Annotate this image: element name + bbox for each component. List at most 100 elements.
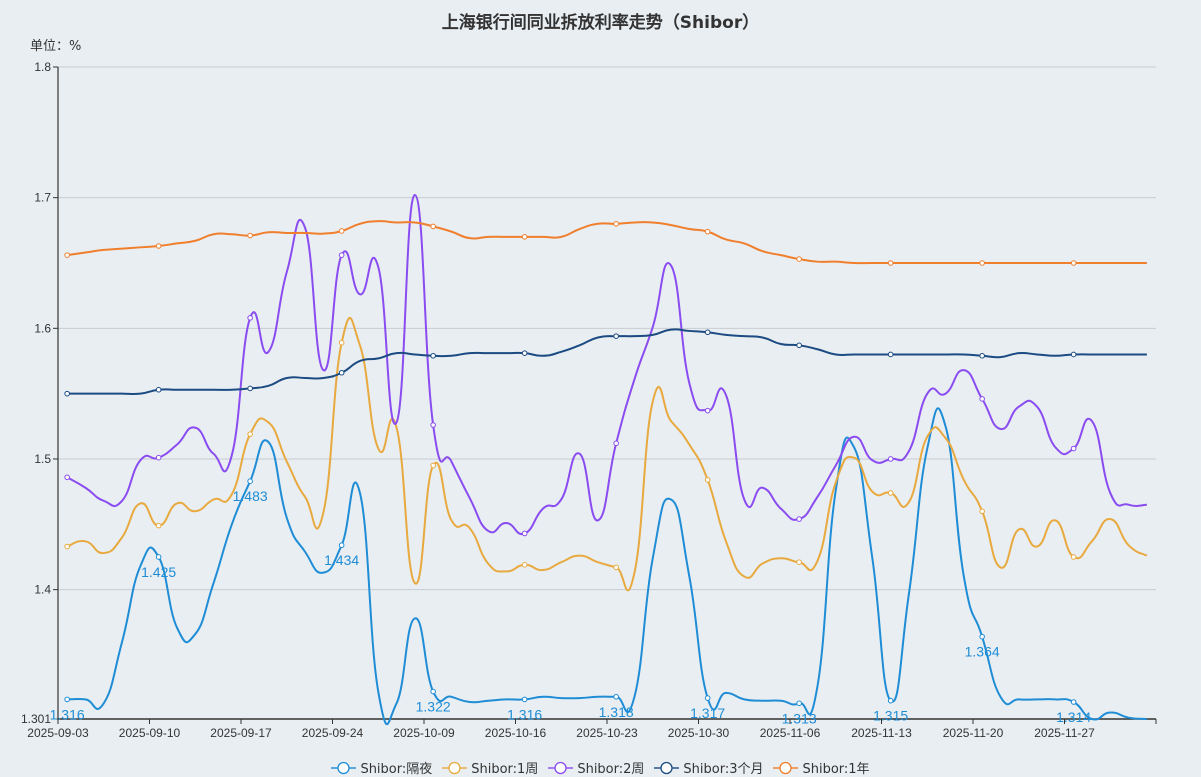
series-line xyxy=(67,407,1147,726)
data-point-marker xyxy=(247,431,253,437)
legend-line-circle-icon xyxy=(331,761,357,774)
data-label: 1.364 xyxy=(965,644,1000,660)
data-point-marker xyxy=(613,693,619,700)
x-tick-label: 2025-11-13 xyxy=(851,726,912,740)
x-tick-label: 2025-11-06 xyxy=(760,726,821,740)
data-point-marker xyxy=(521,350,528,356)
data-point-marker xyxy=(887,351,894,358)
data-point-marker xyxy=(64,543,70,550)
data-point-marker xyxy=(247,232,253,239)
legend-item[interactable]: Shibor:1周 xyxy=(442,758,538,777)
legend: Shibor:隔夜 Shibor:1周 Shibor:2周 Shibor:3个月 Shi… xyxy=(0,758,1201,777)
x-tick-label: 2025-10-23 xyxy=(576,726,638,740)
series-line xyxy=(67,328,1147,396)
data-point-marker xyxy=(979,633,985,640)
data-point-marker xyxy=(796,342,802,349)
data-label: 1.313 xyxy=(782,710,817,726)
x-tick-label: 2025-10-16 xyxy=(485,726,547,740)
data-label: 1.483 xyxy=(233,488,268,504)
data-point-marker xyxy=(796,256,802,262)
data-point-marker xyxy=(521,696,528,703)
y-tick-label: 1.5 xyxy=(34,452,51,466)
data-point-marker xyxy=(613,564,619,571)
data-point-marker xyxy=(430,352,436,359)
legend-line-circle-icon xyxy=(548,761,574,774)
data-point-marker xyxy=(887,456,894,462)
data-point-marker xyxy=(613,333,619,339)
x-tick-label: 2025-09-24 xyxy=(302,726,364,740)
series-line xyxy=(66,194,1147,536)
y-tick-label: 1.8 xyxy=(34,60,51,74)
legend-label: Shibor:3个月 xyxy=(683,762,764,777)
x-tick-label: 2025-10-30 xyxy=(668,726,730,740)
data-label: 1.316 xyxy=(507,706,542,722)
data-label: 1.425 xyxy=(141,564,176,580)
series-0: 1.316 1.425 1.483 1.434 1.322 1.316 1.318 1.317… xyxy=(50,407,1147,726)
legend-item[interactable]: Shibor:隔夜 xyxy=(331,758,432,777)
data-point-marker xyxy=(430,422,436,428)
data-point-marker xyxy=(613,220,619,227)
x-tick-label: 2025-11-20 xyxy=(943,726,1004,740)
data-label: 1.317 xyxy=(690,705,725,721)
x-tick-label: 2025-10-09 xyxy=(393,726,455,740)
legend-item[interactable]: Shibor:2周 xyxy=(548,758,644,777)
data-point-marker xyxy=(338,542,345,549)
data-label: 1.434 xyxy=(324,552,359,568)
data-point-marker xyxy=(979,260,985,266)
data-point-marker xyxy=(796,516,802,522)
data-point-marker xyxy=(338,339,345,346)
data-point-marker xyxy=(64,390,70,397)
data-point-marker xyxy=(887,697,894,704)
data-point-marker xyxy=(155,454,162,461)
data-point-marker xyxy=(613,440,619,447)
legend-item[interactable]: Shibor:3个月 xyxy=(654,758,763,777)
data-point-marker xyxy=(155,522,162,529)
data-point-marker xyxy=(338,228,345,234)
data-point-marker xyxy=(521,562,528,568)
data-point-marker xyxy=(430,462,436,469)
series-line xyxy=(66,316,1148,592)
data-label: 1.316 xyxy=(50,706,85,722)
data-point-marker xyxy=(704,477,711,483)
legend-label: Shibor:2周 xyxy=(577,762,645,777)
data-point-marker xyxy=(887,260,894,266)
data-point-marker xyxy=(704,695,711,701)
x-tick-label: 2025-09-03 xyxy=(27,726,89,740)
y-axis-unit-label: 单位：% xyxy=(30,39,82,54)
data-label: 1.318 xyxy=(599,704,634,720)
series-line xyxy=(67,220,1147,265)
x-tick-label: 2025-09-17 xyxy=(210,726,272,740)
series-3 xyxy=(64,328,1147,397)
data-point-marker xyxy=(338,369,345,376)
data-point-marker xyxy=(430,688,436,695)
data-point-marker xyxy=(979,396,985,402)
legend-label: Shibor:隔夜 xyxy=(360,762,433,777)
legend-item[interactable]: Shibor:1年 xyxy=(773,758,870,777)
data-point-marker xyxy=(887,490,894,496)
data-point-marker xyxy=(64,474,70,481)
chart-title: 上海银行间同业拆放利率走势（Shibor） xyxy=(441,13,760,33)
data-point-marker xyxy=(704,228,711,235)
data-label: 1.314 xyxy=(1056,709,1091,725)
data-point-marker xyxy=(521,530,528,537)
legend-line-circle-icon xyxy=(773,761,799,774)
data-point-marker xyxy=(1070,699,1077,705)
legend-line-circle-icon xyxy=(442,761,468,774)
y-tick-label: 1.301 xyxy=(21,712,51,726)
data-point-marker xyxy=(1070,554,1077,560)
data-point-marker xyxy=(1070,260,1077,266)
x-tick-label: 2025-09-10 xyxy=(119,726,181,740)
legend-line-circle-icon xyxy=(654,761,680,774)
series-2 xyxy=(64,194,1147,537)
y-tick-label: 1.6 xyxy=(34,321,51,335)
data-point-marker xyxy=(979,352,985,359)
data-point-marker xyxy=(247,315,253,321)
data-point-marker xyxy=(704,407,711,414)
x-tick-label: 2025-11-27 xyxy=(1034,726,1095,740)
legend-label: Shibor:1周 xyxy=(471,762,539,777)
data-point-marker xyxy=(704,329,711,336)
data-point-marker xyxy=(338,252,345,258)
data-point-marker xyxy=(247,478,253,484)
y-tick-label: 1.4 xyxy=(34,583,51,597)
